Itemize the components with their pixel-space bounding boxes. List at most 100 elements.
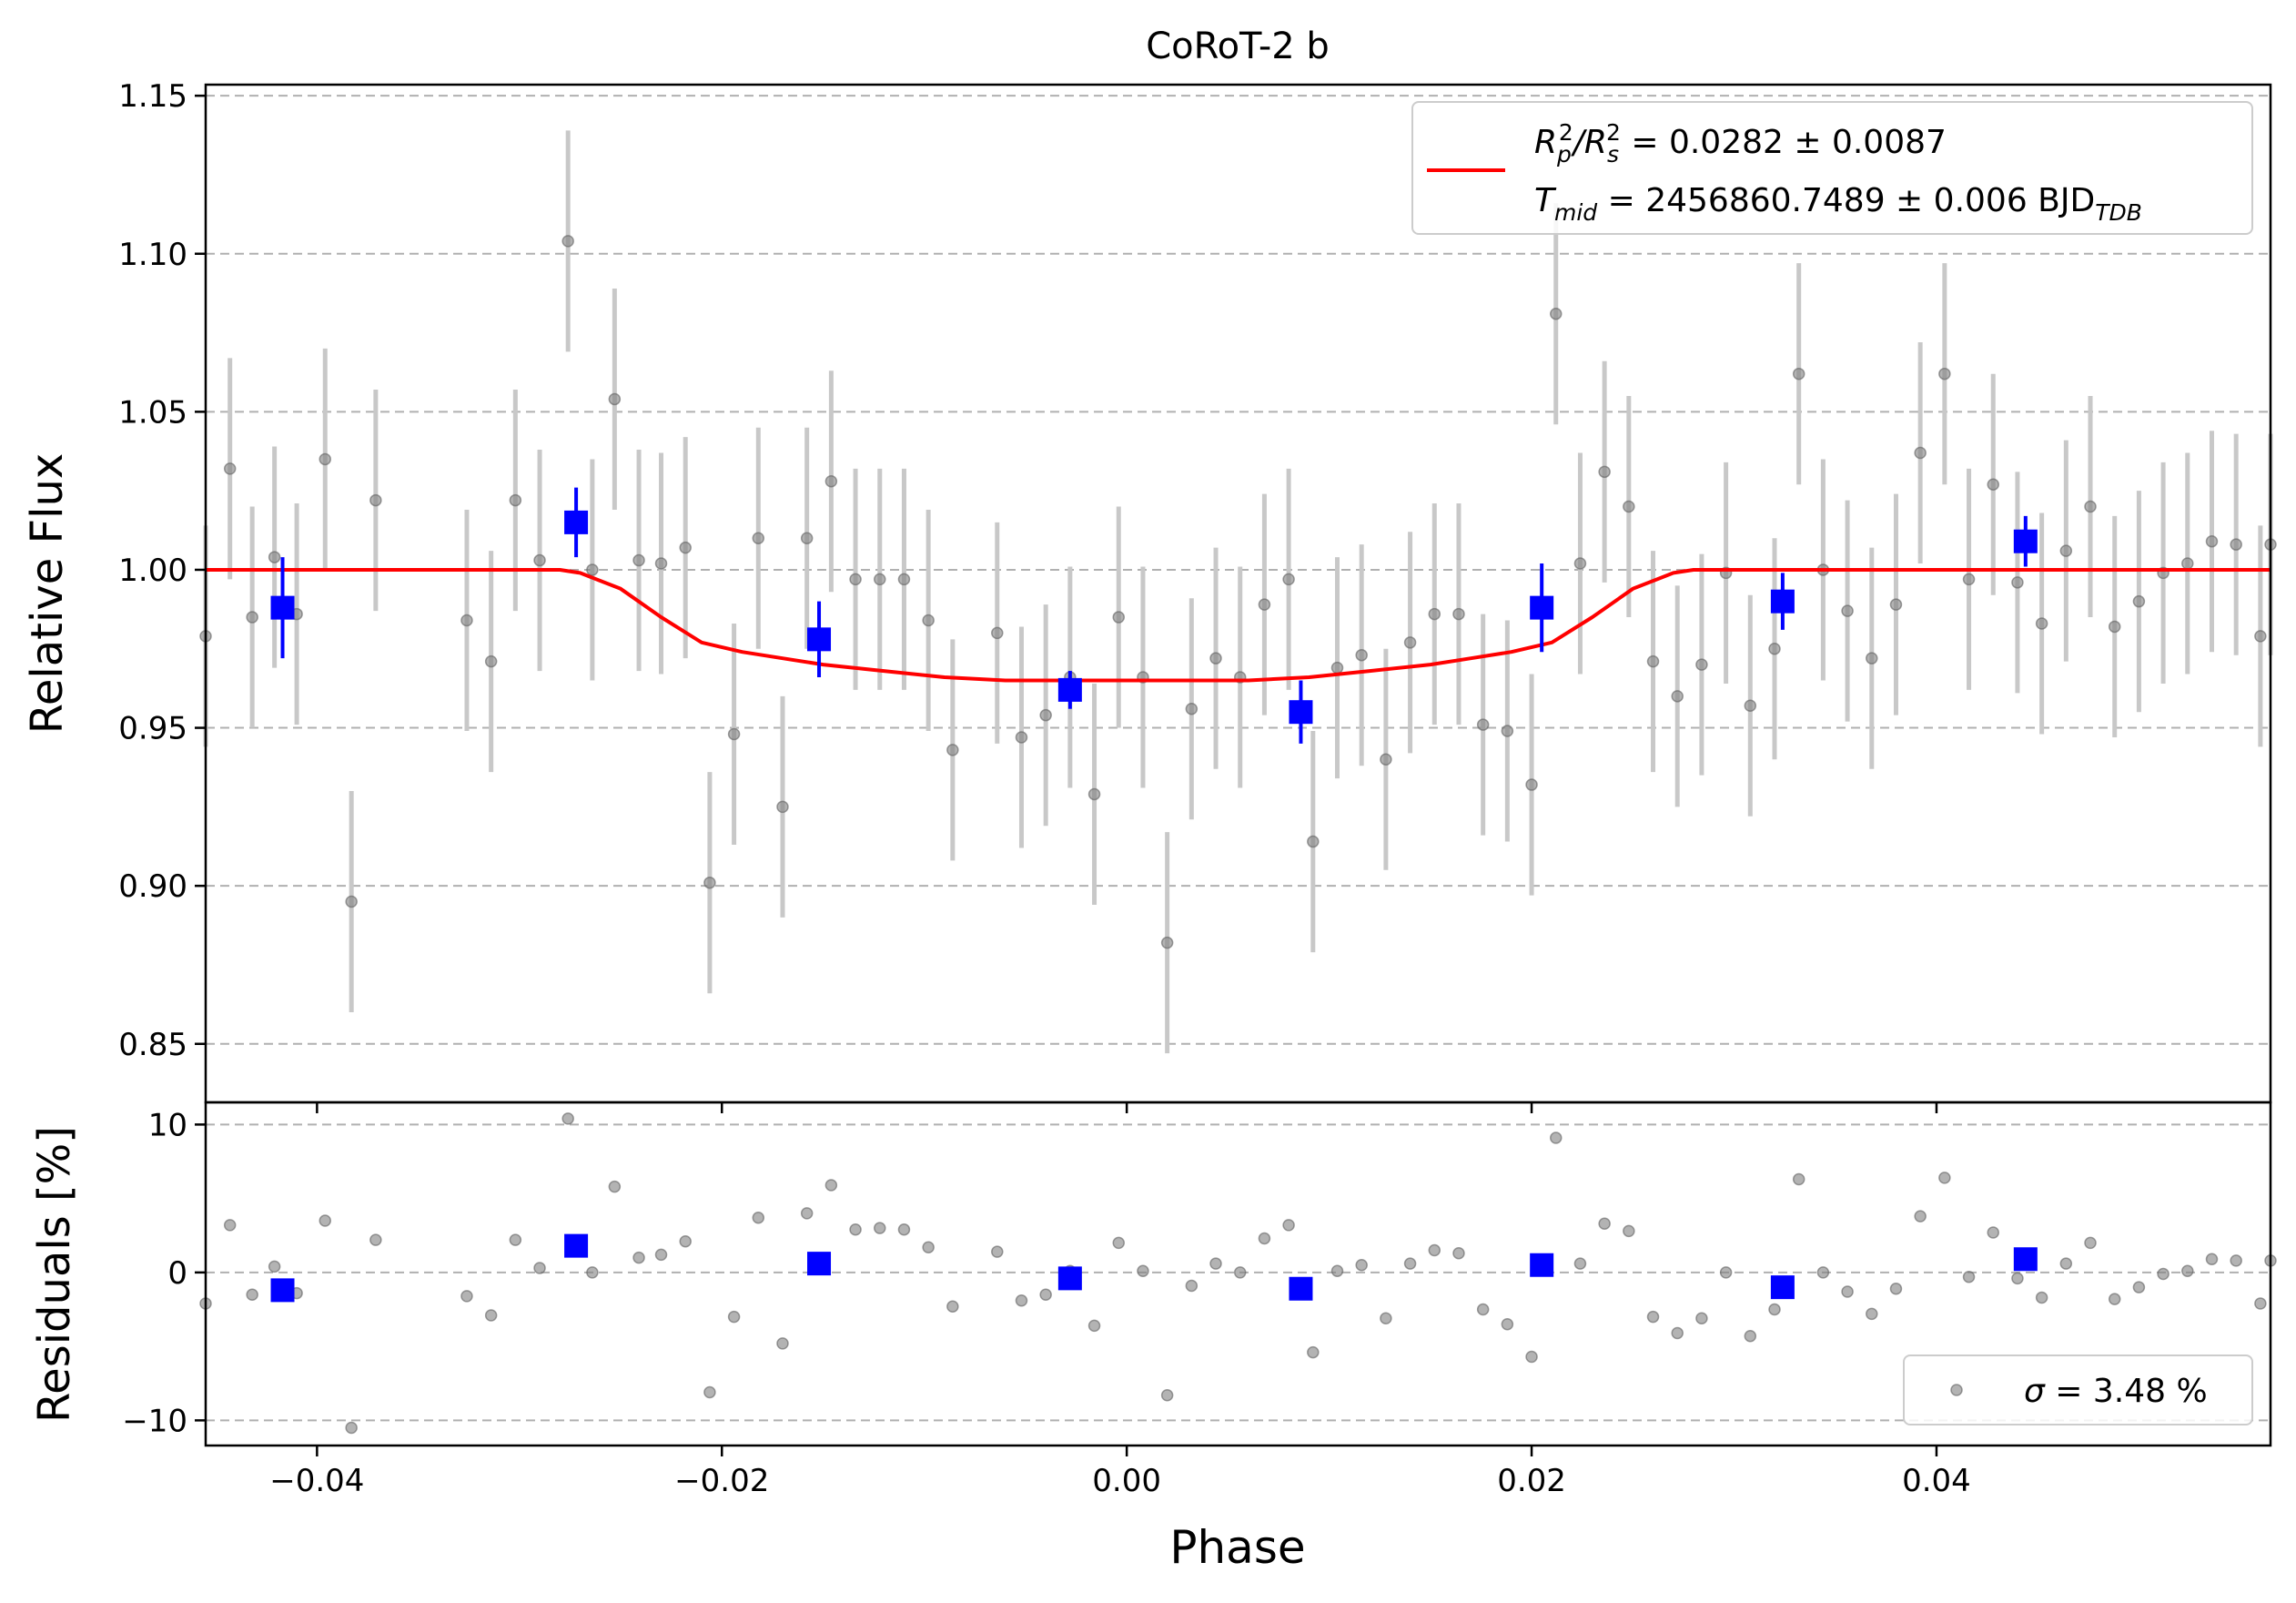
residuals-binned-point (1289, 1276, 1313, 1301)
flux-raw-point (1866, 652, 1878, 665)
residuals-raw-point (1719, 1266, 1733, 1279)
residuals-raw-point (1671, 1326, 1684, 1340)
residuals-raw-point (2205, 1253, 2219, 1265)
flux-raw-point (2254, 630, 2267, 643)
flux-raw-point (1549, 307, 1563, 320)
residuals-raw-point (1403, 1257, 1417, 1270)
flux-x-ticks (316, 1102, 1938, 1113)
flux-raw-point (1889, 598, 1903, 611)
residuals-raw-point (369, 1233, 382, 1246)
residuals-raw-point (268, 1260, 281, 1273)
flux-raw-point (1112, 611, 1126, 624)
flux-raw-point (223, 462, 237, 475)
residuals-raw-point (2157, 1267, 2170, 1281)
residuals-y-tick-label: 0 (167, 1255, 187, 1292)
residuals-raw-point (1525, 1350, 1538, 1364)
residuals-raw-point (1549, 1131, 1563, 1144)
flux-raw-point (1623, 500, 1635, 513)
flux-binned-point (270, 595, 295, 620)
flux-binned-point (564, 510, 589, 534)
residuals-raw-point (1816, 1266, 1830, 1279)
flux-y-tick-label: 1.00 (118, 553, 187, 589)
flux-raw-point (460, 614, 473, 627)
flux-y-tick-label: 0.95 (118, 711, 187, 747)
residuals-raw-point (1501, 1318, 1514, 1331)
residuals-raw-point (1355, 1259, 1368, 1272)
residuals-raw-point (319, 1214, 331, 1227)
flux-legend-rp-rs: Rp2/Rs2 = 0.0282 ± 0.0087 (1534, 119, 1947, 167)
chart-title: CoRoT-2 b (1146, 25, 1330, 67)
flux-raw-point (1307, 835, 1320, 848)
residuals-raw-point (703, 1385, 716, 1399)
residuals-raw-point (2108, 1293, 2121, 1305)
flux-raw-point (1573, 557, 1587, 570)
flux-raw-point (1476, 718, 1490, 731)
residuals-raw-point (1841, 1285, 1854, 1298)
flux-y-tick-label: 1.10 (118, 237, 187, 273)
residuals-raw-point (2230, 1254, 2242, 1267)
flux-raw-point (874, 573, 886, 586)
x-tick-label: 0.00 (1092, 1463, 1161, 1499)
residuals-raw-point (849, 1223, 862, 1236)
flux-raw-point (1962, 573, 1976, 586)
flux-raw-point (1015, 731, 1028, 744)
residuals-raw-point (2132, 1281, 2146, 1294)
residuals-raw-point (1889, 1283, 1903, 1295)
flux-raw-point (752, 532, 765, 544)
flux-binned-point (1057, 677, 1082, 702)
residuals-raw-point (922, 1241, 935, 1253)
flux-y-tick-label: 1.15 (118, 78, 187, 115)
flux-raw-point (509, 493, 522, 507)
residuals-raw-point (679, 1235, 692, 1248)
flux-raw-point (632, 553, 645, 567)
residuals-y-axis-label: Residuals [%] (29, 1126, 80, 1423)
residuals-raw-point (1087, 1319, 1101, 1333)
residuals-raw-point (1258, 1232, 1271, 1245)
residuals-raw-point (1792, 1172, 1805, 1186)
flux-raw-point (561, 235, 574, 248)
residuals-raw-point (1428, 1243, 1441, 1257)
residuals-raw-point (2011, 1272, 2024, 1285)
residuals-raw-point (1452, 1247, 1465, 1260)
residuals-raw-point (1185, 1279, 1199, 1293)
flux-raw-point (946, 744, 959, 756)
residuals-raw-point (561, 1112, 574, 1125)
residuals-y-tick-label: 10 (148, 1107, 187, 1143)
residuals-raw-point (1380, 1312, 1392, 1324)
flux-raw-point (268, 551, 281, 563)
flux-raw-point (2084, 500, 2097, 513)
flux-y-tick-label: 0.85 (118, 1027, 187, 1063)
flux-legend: Rp2/Rs2 = 0.0282 ± 0.0087 Tmid = 2456860… (1411, 101, 2253, 235)
flux-raw-point (1768, 643, 1781, 655)
residuals-raw-point (1015, 1294, 1028, 1307)
x-axis-label: Phase (1169, 1521, 1305, 1574)
flux-raw-point (369, 493, 382, 507)
residuals-raw-point (776, 1337, 789, 1350)
flux-raw-point (922, 614, 935, 627)
residuals-raw-point (1987, 1226, 1999, 1239)
flux-raw-point (1428, 607, 1441, 621)
flux-raw-point (1914, 446, 1927, 460)
flux-raw-point (1185, 702, 1199, 715)
residuals-legend: σ = 3.48 % (1903, 1354, 2253, 1425)
residuals-legend-marker (1950, 1384, 1963, 1396)
residuals-raw-point (1744, 1330, 1757, 1343)
residuals-raw-point (1476, 1303, 1490, 1316)
residuals-raw-point (246, 1288, 258, 1301)
flux-binned-point (2013, 529, 2038, 553)
flux-raw-point (345, 895, 358, 908)
residuals-raw-point (1282, 1219, 1295, 1232)
residuals-raw-point (1768, 1303, 1781, 1316)
flux-raw-point (679, 541, 692, 554)
residuals-raw-point (484, 1309, 498, 1322)
flux-raw-point (319, 452, 331, 466)
residuals-raw-point (1598, 1217, 1611, 1230)
flux-raw-point (1282, 573, 1295, 586)
residuals-raw-point (1307, 1345, 1320, 1359)
residuals-raw-point (2084, 1236, 2097, 1250)
residuals-legend-sigma: σ = 3.48 % (2024, 1373, 2208, 1410)
residuals-raw-point (632, 1251, 645, 1264)
residuals-raw-point (824, 1179, 838, 1192)
